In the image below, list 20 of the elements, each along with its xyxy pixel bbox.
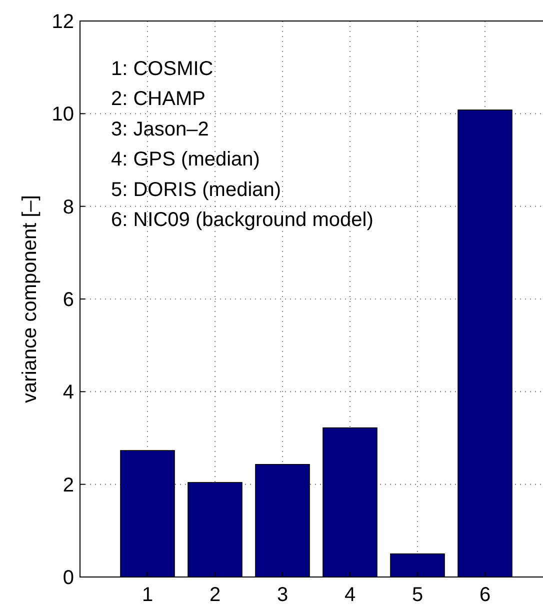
y-tick-label: 12 — [52, 11, 74, 33]
annotation: 5: DORIS (median) — [111, 178, 282, 201]
annotation: 4: GPS (median) — [111, 148, 260, 171]
x-tick-label: 6 — [479, 584, 491, 606]
x-tick-label: 3 — [276, 584, 288, 606]
y-tick-label: 8 — [62, 196, 74, 218]
y-tick-label: 0 — [62, 567, 74, 589]
x-tick-label: 4 — [344, 584, 356, 606]
x-tick-label: 5 — [412, 584, 424, 606]
x-tick-label: 1 — [142, 584, 154, 606]
y-tick-label: 4 — [62, 382, 74, 404]
y-axis-title: variance component [–] — [19, 195, 41, 403]
y-tick-label: 10 — [52, 104, 74, 126]
y-tick-label: 2 — [62, 474, 74, 496]
annotation: 3: Jason–2 — [111, 118, 209, 140]
y-tick-label: 6 — [62, 289, 74, 311]
x-tick-label: 2 — [209, 584, 221, 606]
annotation: 2: CHAMP — [111, 88, 206, 110]
annotation: 1: COSMIC — [111, 58, 214, 80]
annotation: 6: NIC09 (background model) — [111, 209, 374, 231]
